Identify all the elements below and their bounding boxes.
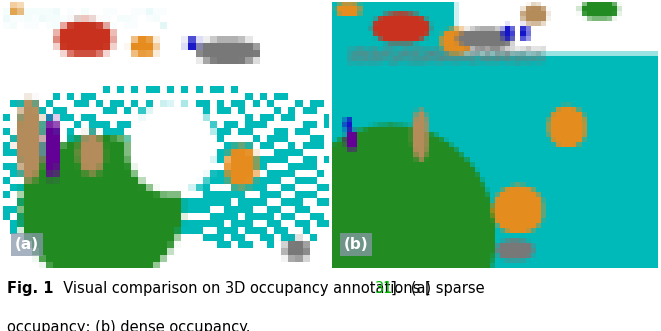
Text: 31: 31 [375,281,393,296]
Text: ].  (a) sparse: ]. (a) sparse [391,281,485,296]
Text: Visual comparison on 3D occupancy annotations [: Visual comparison on 3D occupancy annota… [54,281,431,296]
Text: (a): (a) [15,237,39,252]
Text: Fig. 1: Fig. 1 [7,281,53,296]
Text: occupancy; (b) dense occupancy.: occupancy; (b) dense occupancy. [7,320,250,331]
Text: (b): (b) [344,237,368,252]
